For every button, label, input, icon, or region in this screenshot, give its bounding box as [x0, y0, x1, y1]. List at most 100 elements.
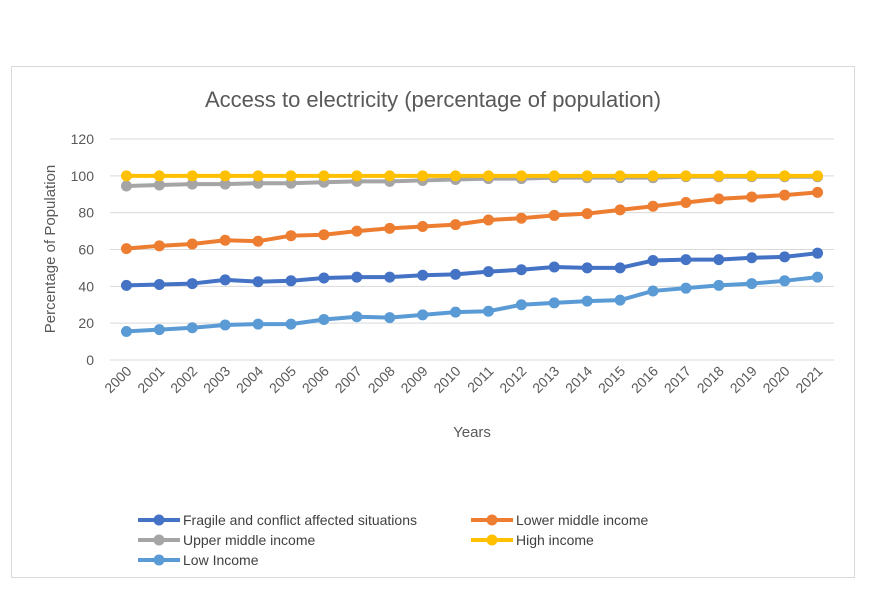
- data-point: [779, 275, 791, 287]
- legend-item: Low Income: [138, 552, 259, 568]
- data-point: [153, 324, 165, 336]
- data-point: [515, 212, 527, 224]
- data-point: [186, 278, 198, 290]
- data-point: [252, 318, 264, 330]
- data-point: [482, 214, 494, 226]
- series-line: [126, 190, 818, 251]
- x-tick-label: 2021: [792, 363, 825, 396]
- x-tick-label: 2002: [167, 363, 200, 396]
- data-point: [450, 306, 462, 318]
- y-tick-label: 20: [78, 315, 94, 331]
- data-point: [450, 268, 462, 280]
- data-point: [713, 279, 725, 291]
- legend: Fragile and conflict affected situations…: [138, 512, 648, 568]
- data-point: [614, 294, 626, 306]
- data-point: [153, 240, 165, 252]
- legend-label: Lower middle income: [516, 512, 648, 528]
- x-tick-label: 2020: [759, 363, 792, 396]
- data-point: [384, 271, 396, 283]
- data-point: [384, 170, 396, 182]
- y-axis-title: Percentage of Population: [42, 165, 59, 333]
- x-tick-label: 2014: [562, 363, 595, 396]
- x-tick-label: 2003: [200, 363, 233, 396]
- y-tick-label: 60: [78, 242, 94, 258]
- data-point: [812, 247, 824, 259]
- data-point: [351, 271, 363, 283]
- data-point: [318, 229, 330, 241]
- y-axis-ticks: 0 20 40 60 80 100 120: [71, 131, 95, 368]
- series-0: [120, 247, 824, 291]
- legend-item: Lower middle income: [471, 512, 648, 528]
- data-point: [515, 264, 527, 276]
- data-point: [713, 170, 725, 182]
- data-point: [120, 243, 132, 255]
- x-tick-label: 2011: [464, 363, 497, 396]
- data-point: [779, 189, 791, 201]
- data-point: [318, 313, 330, 325]
- x-tick-label: 2005: [266, 363, 299, 396]
- data-point: [219, 319, 231, 331]
- data-point: [285, 318, 297, 330]
- chart-title: Access to electricity (percentage of pop…: [205, 87, 661, 112]
- data-point: [548, 297, 560, 309]
- data-point: [779, 251, 791, 263]
- data-point: [548, 170, 560, 182]
- legend-item: High income: [471, 532, 594, 548]
- x-tick-label: 2004: [233, 363, 266, 396]
- data-point: [285, 230, 297, 242]
- x-tick-label: 2012: [496, 363, 529, 396]
- data-point: [812, 271, 824, 283]
- data-point: [153, 170, 165, 182]
- legend-label: Upper middle income: [183, 532, 315, 548]
- x-tick-label: 2015: [595, 363, 628, 396]
- series-line: [126, 251, 818, 288]
- data-point: [680, 197, 692, 209]
- x-tick-label: 2001: [134, 363, 167, 396]
- legend-label: High income: [516, 532, 594, 548]
- x-tick-label: 2017: [661, 363, 694, 396]
- y-tick-label: 0: [86, 352, 94, 368]
- series-1: [120, 186, 824, 255]
- data-point: [219, 178, 231, 190]
- y-tick-label: 120: [71, 131, 95, 147]
- data-point: [713, 193, 725, 205]
- data-point: [252, 170, 264, 182]
- data-point: [318, 170, 330, 182]
- data-point: [153, 179, 165, 191]
- y-tick-label: 100: [71, 168, 95, 184]
- data-point: [581, 170, 593, 182]
- data-point: [186, 322, 198, 334]
- x-tick-label: 2006: [299, 363, 332, 396]
- data-point: [647, 285, 659, 297]
- data-point: [252, 276, 264, 288]
- data-point: [482, 170, 494, 182]
- data-point: [450, 170, 462, 182]
- data-point: [548, 209, 560, 221]
- legend-swatch-marker: [486, 534, 498, 546]
- x-tick-label: 2010: [430, 363, 463, 396]
- data-point: [746, 252, 758, 264]
- data-point: [186, 178, 198, 190]
- data-point: [581, 262, 593, 274]
- data-point: [351, 311, 363, 323]
- x-tick-label: 2008: [365, 363, 398, 396]
- legend-label: Low Income: [183, 552, 259, 568]
- data-point: [713, 254, 725, 266]
- x-tick-label: 2007: [332, 363, 365, 396]
- legend-item: Upper middle income: [138, 532, 315, 548]
- y-tick-label: 40: [78, 278, 94, 294]
- legend-label: Fragile and conflict affected situations: [183, 512, 417, 528]
- x-tick-label: 2013: [529, 363, 562, 396]
- data-point: [450, 219, 462, 231]
- x-tick-label: 2016: [628, 363, 661, 396]
- x-axis-title: Years: [453, 424, 491, 441]
- data-point: [647, 255, 659, 267]
- legend-swatch-marker: [153, 554, 165, 566]
- data-point: [120, 170, 132, 182]
- legend-swatch-marker: [486, 514, 498, 526]
- legend-swatch-marker: [153, 514, 165, 526]
- data-point: [614, 170, 626, 182]
- data-point: [120, 325, 132, 337]
- data-point: [219, 234, 231, 246]
- data-point: [812, 170, 824, 182]
